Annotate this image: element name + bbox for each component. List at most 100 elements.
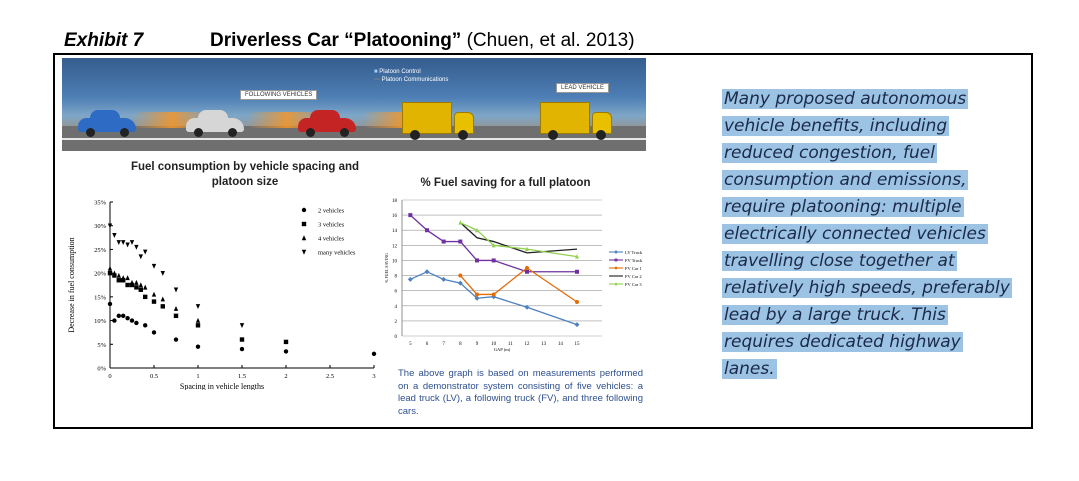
data-point [151,330,157,335]
data-point [173,337,179,342]
exhibit-heading: Exhibit 7 Driverless Car “Platooning” (Ch… [64,30,635,54]
series-line [410,271,578,326]
x-tick-label: 8 [459,342,462,347]
chart-caption: The above graph is based on measurements… [398,368,643,417]
x-tick-label: 2 [284,373,287,380]
y-tick-label: 8 [395,275,398,280]
legend-marker [614,266,618,270]
road-stripe [62,138,646,140]
data-point [425,228,429,233]
series-line [409,214,577,273]
lead-vehicle-label: LEAD VEHICLE [556,83,610,93]
side-text-line: reduced congestion, fuel [722,143,937,163]
data-point [129,240,135,246]
series-line [460,222,578,258]
legend-marker [614,282,618,286]
x-tick-label: 11 [508,342,513,347]
legend-label: LV Truck [625,250,643,255]
data-point [239,346,245,352]
exhibit-citation: (Chuen, et al. 2013) [466,30,635,51]
legend-marker [301,207,307,213]
side-text-panel: Many proposed autonomous vehicle benefits… [722,86,1027,383]
data-point [112,233,117,238]
y-tick-label: 10 [392,259,398,264]
car-red [298,110,356,137]
x-tick-label: 2.5 [326,373,334,380]
y-tick-label: 14 [392,229,398,234]
data-point [121,313,126,319]
data-point [491,258,496,263]
x-tick-label: 7 [442,342,445,347]
data-point [239,337,245,342]
data-point [107,270,113,276]
data-point [195,304,201,310]
data-point [525,266,529,270]
y-tick-label: 18 [392,199,398,204]
legend-label: many vehicles [318,250,356,257]
side-text-line: Many proposed autonomous [722,89,969,109]
data-point [134,244,139,250]
data-point [125,275,130,281]
data-point [475,227,479,233]
data-point [475,292,479,297]
x-tick-label: 3 [372,373,375,380]
platoon-illustration: FOLLOWING VEHICLES LEAD VEHICLE ■ Platoo… [62,58,646,151]
x-tick-label: 0 [108,373,111,380]
data-point [143,294,148,300]
data-point [283,339,289,345]
side-text-line: require platooning: multiple [722,197,964,217]
legend-label: 3 vehicles [318,222,345,229]
side-text-line: lead by a large truck. This [722,305,948,325]
side-text-line: relatively high speeds, preferably [722,278,1012,298]
data-point [160,296,165,302]
data-point [107,223,113,229]
data-point [138,282,143,288]
legend-marker [301,235,307,241]
data-point [107,265,113,271]
legend-platoon-communications: Platoon Communications [381,77,449,83]
legend-platoon-control: Platoon Control [379,69,421,75]
legend-label: FV Car 1 [625,266,642,271]
side-text-line: requires dedicated highway [722,332,963,352]
data-point [525,269,529,274]
data-point [125,242,130,248]
following-vehicles-label: FOLLOWING VEHICLES [240,90,318,100]
data-point [524,304,530,310]
data-point [441,276,447,282]
side-text-line: travelling close together at [722,251,957,271]
side-text-line: consumption and emissions, [722,170,969,190]
legend-label: 4 vehicles [318,236,345,243]
data-point [151,263,157,269]
data-point [116,278,121,283]
side-text-line: electrically connected vehicles [722,224,988,244]
data-point [160,304,165,309]
data-point [424,269,430,275]
x-axis-label: GAP (m) [494,347,511,352]
data-point [283,349,289,354]
data-point [107,301,113,307]
exhibit-number: Exhibit 7 [64,30,144,51]
data-point [160,270,165,276]
data-point [173,287,179,293]
legend-label: FV Car 3 [625,282,642,287]
car-silver [186,110,244,137]
data-point [195,323,201,328]
y-tick-label: 20% [94,271,107,278]
x-tick-label: 1.5 [238,373,246,380]
chart1-title: Fuel consumption by vehicle spacing and … [130,161,360,188]
y-tick-label: 6 [395,290,398,295]
data-point [151,299,157,304]
data-point [575,269,579,274]
data-point [491,292,496,297]
data-point [143,249,148,255]
data-point [112,273,117,278]
data-point [371,351,377,356]
data-point [441,239,446,244]
y-axis-label: Decrease in fuel consumption [67,237,76,332]
data-point [457,280,463,286]
data-point [125,282,130,288]
data-point [173,306,179,311]
x-tick-label: 9 [476,342,479,347]
data-point [138,254,143,260]
y-tick-label: 35% [94,200,107,207]
